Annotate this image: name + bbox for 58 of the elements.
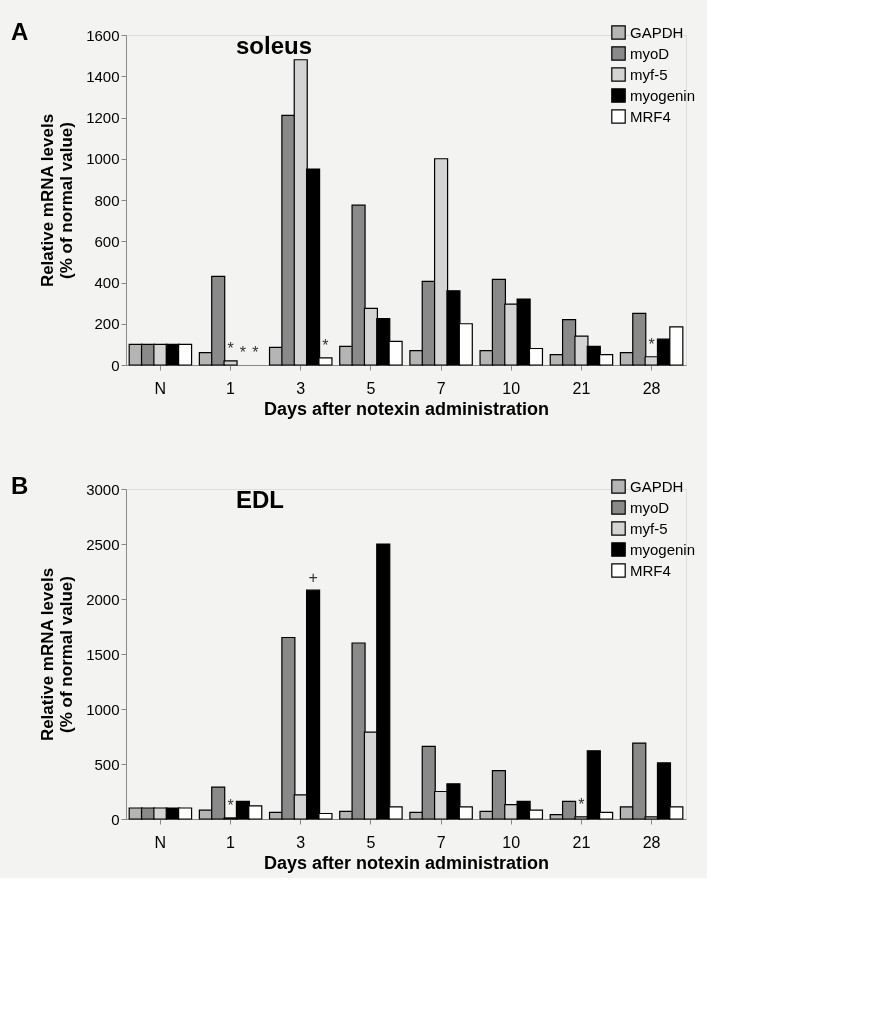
text: B xyxy=(11,472,29,499)
x-tick-label: 21 xyxy=(572,379,591,397)
x-axis-title: Days after notexin administration xyxy=(263,852,550,873)
x-axis-title: Days after notexin administration xyxy=(263,398,550,419)
data-label: * xyxy=(322,336,329,354)
x-tick-label: 28 xyxy=(642,833,661,851)
y-tick-label: 1000 xyxy=(86,700,120,718)
y-tick-label: 1000 xyxy=(86,150,120,168)
x-tick-label: 7 xyxy=(436,379,446,397)
data-label: * xyxy=(227,339,234,357)
text: A xyxy=(11,18,29,45)
legend-label: myoD xyxy=(630,44,670,62)
x-tick-label: 21 xyxy=(572,833,591,851)
data-label: + xyxy=(308,569,318,587)
x-tick-label: N xyxy=(154,379,167,397)
x-tick-label: 1 xyxy=(226,379,236,397)
legend-label: MRF4 xyxy=(630,107,671,125)
y-tick-label: 2500 xyxy=(86,535,120,553)
y-axis-title: Relative mRNA levels (% of normal value) xyxy=(38,567,77,742)
x-tick-label: 1 xyxy=(226,833,236,851)
x-tick-label: 3 xyxy=(296,833,306,851)
y-tick-label: 600 xyxy=(94,232,120,250)
y-tick-label: 1600 xyxy=(86,26,120,44)
x-tick-label: 5 xyxy=(366,833,376,851)
legend-label: myogenin xyxy=(630,540,696,558)
y-tick-label: 2000 xyxy=(86,590,120,608)
x-tick-label: 28 xyxy=(642,379,661,397)
y-tick-label: 0 xyxy=(111,356,120,374)
y-tick-label: 1200 xyxy=(86,109,120,126)
legend-label: myf-5 xyxy=(630,519,668,537)
x-tick-label: 3 xyxy=(296,379,306,397)
chart-title: EDL xyxy=(236,486,284,513)
y-tick-label: 3000 xyxy=(86,480,120,498)
legend-label: GAPDH xyxy=(630,477,684,495)
data-label: * xyxy=(578,795,585,813)
legend-label: myf-5 xyxy=(630,65,668,83)
x-tick-label: 7 xyxy=(436,833,446,851)
x-tick-label: N xyxy=(154,833,167,851)
y-tick-label: 500 xyxy=(94,755,120,773)
y-tick-label: 200 xyxy=(94,315,120,333)
y-tick-label: 1400 xyxy=(86,67,120,85)
data-label: * xyxy=(227,796,234,814)
x-tick-label: 10 xyxy=(502,833,521,851)
y-tick-label: 400 xyxy=(94,274,120,291)
legend-label: myogenin xyxy=(630,86,696,104)
chart-title: soleus xyxy=(236,32,313,59)
y-tick-label: 800 xyxy=(94,191,120,209)
legend-label: MRF4 xyxy=(630,561,671,579)
legend-label: GAPDH xyxy=(630,23,684,41)
y-tick-label: 0 xyxy=(111,810,120,828)
y-tick-label: 1500 xyxy=(86,645,120,663)
x-tick-label: 10 xyxy=(502,379,521,397)
data-label: * xyxy=(648,335,655,353)
text: * xyxy=(252,344,259,361)
y-axis-title: Relative mRNA levels (% of normal value) xyxy=(38,113,77,288)
legend-label: myoD xyxy=(630,498,670,516)
text: * xyxy=(239,344,247,361)
x-tick-label: 5 xyxy=(366,379,376,397)
